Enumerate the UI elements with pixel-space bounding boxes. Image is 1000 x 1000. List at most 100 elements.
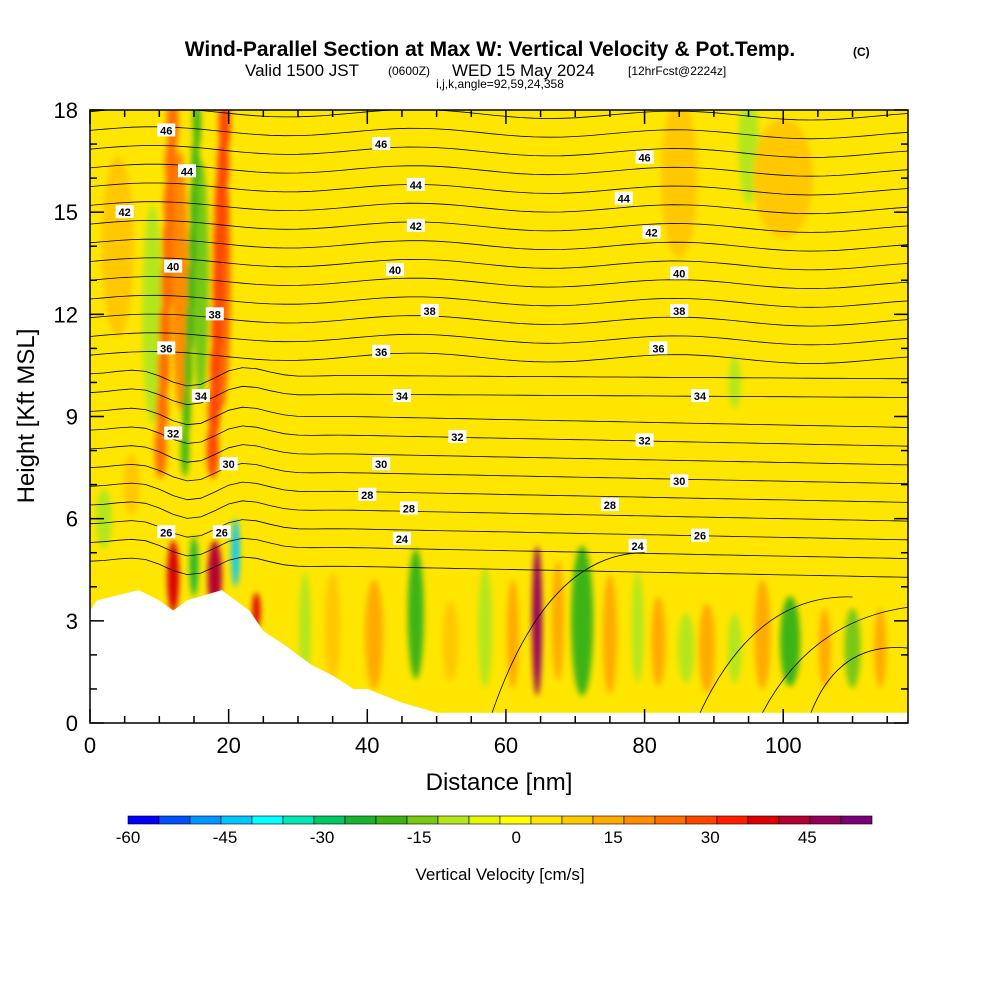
theta-label-bg [219, 457, 238, 471]
theta-contour [90, 145, 908, 158]
theta-label-text: 38 [209, 309, 221, 321]
terrain [90, 590, 908, 723]
copyright-mark: (C) [853, 45, 870, 59]
theta-label-text: 32 [638, 435, 650, 447]
theta-label: 28 [358, 487, 377, 502]
theta-label-text: 32 [167, 429, 179, 441]
theta-label: 32 [448, 429, 467, 444]
theta-label-bg [406, 218, 425, 232]
velocity-band-downdraft [182, 383, 191, 436]
x-tick-label: 0 [84, 733, 96, 758]
theta-label-text: 26 [160, 527, 172, 539]
colorbar-segment [530, 815, 563, 825]
theta-label: 24 [628, 538, 647, 553]
theta-label-bg [164, 426, 183, 440]
colorbar-tick-label: -15 [407, 828, 432, 847]
velocity-band-updraft [218, 110, 231, 152]
theta-label: 26 [157, 525, 176, 539]
velocity-cell [551, 560, 564, 681]
theta-contour [699, 596, 853, 713]
theta-label-bg [372, 457, 391, 471]
colorbar-segment [437, 815, 470, 825]
theta-label-text: 42 [119, 207, 131, 219]
theta-contour [90, 126, 908, 140]
theta-contour [90, 332, 908, 346]
velocity-cell [602, 574, 617, 695]
velocity-cell [479, 278, 532, 419]
theta-label-text: 36 [160, 343, 172, 355]
theta-contour [90, 163, 908, 177]
theta-label: 42 [115, 205, 134, 219]
colorbar-tick-label: 15 [604, 828, 623, 847]
theta-label-bg [392, 389, 411, 403]
colorbar-tick-label: 45 [798, 828, 817, 847]
theta-label-bg [115, 205, 134, 219]
velocity-cell [167, 540, 180, 613]
theta-label: 36 [157, 341, 176, 355]
theta-label: 36 [649, 341, 668, 355]
theta-label-bg [372, 137, 391, 151]
x-tick-label: 100 [765, 733, 802, 758]
theta-label: 28 [600, 498, 619, 512]
theta-label-text: 46 [638, 153, 650, 165]
theta-label-text: 24 [632, 541, 645, 553]
velocity-cell [631, 572, 644, 683]
theta-label-bg [178, 164, 197, 178]
theta-contour [90, 481, 908, 503]
velocity-cell [506, 579, 519, 690]
theta-label-bg [157, 525, 176, 539]
velocity-cell [728, 356, 741, 409]
theta-contour [90, 201, 908, 215]
theta-label-bg [448, 429, 467, 443]
theta-label-bg [157, 123, 176, 137]
colorbar: -60 -45 -30 -15 0 15 30 45 [116, 815, 873, 847]
theta-label-text: 40 [389, 265, 401, 277]
theta-contour [90, 519, 908, 541]
theta-label-text: 34 [694, 391, 707, 403]
colorbar-tick-label: -30 [310, 828, 335, 847]
colorbar-segment [468, 815, 501, 825]
theta-label: 34 [392, 389, 411, 403]
y-tick-label: 6 [66, 507, 78, 532]
theta-label-bg [649, 341, 668, 355]
theta-contour [90, 537, 908, 559]
theta-label-text: 28 [604, 500, 616, 512]
velocity-cell [753, 118, 814, 239]
velocity-cell [451, 110, 492, 299]
velocity-band-downdraft [185, 301, 194, 354]
velocity-cell [844, 608, 861, 689]
theta-contour [90, 110, 908, 121]
theta-label-bg [670, 474, 689, 488]
theta-label: 30 [670, 474, 689, 488]
theta-contour [491, 552, 645, 713]
theta-label-text: 34 [195, 391, 208, 403]
velocity-cell [239, 204, 260, 425]
theta-label-text: 44 [181, 166, 194, 178]
y-tick-label: 12 [54, 302, 78, 327]
theta-label-bg [157, 341, 176, 355]
theta-label-bg [691, 528, 710, 542]
colorbar-tick-label: 30 [701, 828, 720, 847]
colorbar-tick-label: -45 [213, 828, 238, 847]
colorbar-segment [344, 815, 377, 825]
x-axis: 0 20 40 60 80 100 [84, 110, 888, 758]
theta-contour [90, 351, 908, 364]
theta-label-text: 30 [223, 459, 235, 471]
theta-label: 30 [219, 457, 238, 471]
velocity-cell [324, 572, 341, 683]
velocity-cell [727, 613, 742, 684]
colorbar-tick-label: -60 [116, 828, 141, 847]
velocity-band-downdraft [180, 424, 189, 477]
theta-label-text: 26 [216, 527, 228, 539]
x-tick-label: 80 [632, 733, 656, 758]
theta-contour [90, 294, 908, 308]
velocity-band-downdraft [192, 110, 201, 150]
theta-label-text: 30 [673, 476, 685, 488]
valid-prefix: Valid 1500 JST [245, 61, 359, 80]
theta-contour [90, 444, 908, 466]
y-tick-label: 18 [54, 98, 78, 123]
theta-label: 30 [372, 457, 391, 471]
theta-label-text: 40 [167, 262, 179, 274]
y-tick-label: 9 [66, 405, 78, 430]
